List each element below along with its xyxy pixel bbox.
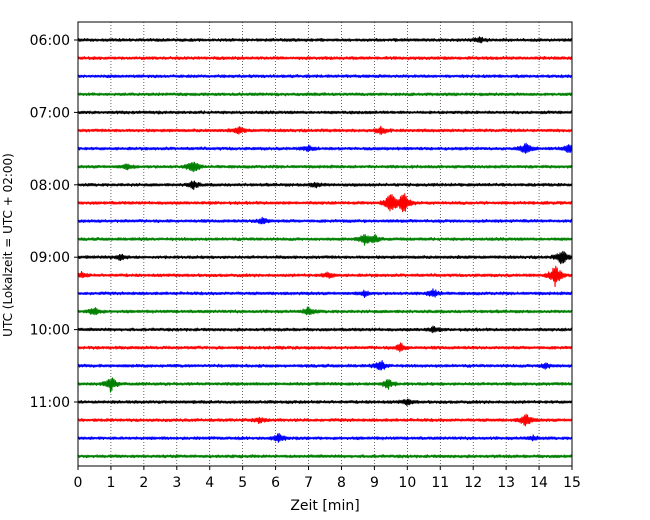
y-axis: 06:00 07:00 08:00 09:00 10:00 11:00 bbox=[30, 33, 78, 411]
x-tick-label: 14 bbox=[530, 475, 548, 491]
x-tick-label: 0 bbox=[74, 475, 83, 491]
trace-0700 bbox=[77, 110, 573, 115]
x-tick-label: 8 bbox=[337, 475, 346, 491]
trace-0830 bbox=[77, 216, 573, 225]
trace-1015 bbox=[77, 342, 573, 353]
y-tick-label: 06:00 bbox=[30, 33, 70, 49]
x-tick-label: 10 bbox=[398, 475, 416, 491]
x-tick-label: 4 bbox=[205, 475, 214, 491]
x-tick-label: 11 bbox=[431, 475, 449, 491]
x-axis-label: Zeit [min] bbox=[290, 498, 359, 514]
x-axis: 0 1 2 3 4 5 6 7 8 9 10 11 12 13 14 15 bbox=[74, 466, 581, 491]
y-tick-label: 08:00 bbox=[30, 178, 70, 194]
y-axis-label: UTC (Lokalzeit = UTC + 02:00) bbox=[1, 153, 15, 337]
y-tick-label: 11:00 bbox=[30, 395, 70, 411]
trace-0615 bbox=[77, 56, 573, 61]
trace-0630 bbox=[77, 74, 573, 79]
x-tick-label: 3 bbox=[172, 475, 181, 491]
x-tick-label: 12 bbox=[464, 475, 482, 491]
trace-0600 bbox=[77, 36, 573, 44]
y-tick-label: 10:00 bbox=[30, 323, 70, 339]
trace-0645 bbox=[77, 92, 573, 97]
plot-frame bbox=[77, 21, 573, 467]
trace-0745 bbox=[77, 161, 573, 173]
x-tick-label: 13 bbox=[497, 475, 515, 491]
x-tick-label: 9 bbox=[370, 475, 379, 491]
trace-1130 bbox=[77, 432, 573, 443]
trace-1030 bbox=[77, 360, 573, 371]
trace-0800 bbox=[77, 180, 573, 190]
x-tick-label: 7 bbox=[304, 475, 313, 491]
trace-0730 bbox=[77, 142, 573, 154]
trace-1145 bbox=[77, 454, 573, 459]
x-tick-label: 15 bbox=[563, 475, 581, 491]
trace-1045 bbox=[77, 377, 573, 393]
trace-0715 bbox=[77, 125, 573, 135]
y-tick-label: 07:00 bbox=[30, 105, 70, 121]
x-tick-label: 5 bbox=[238, 475, 247, 491]
trace-0945 bbox=[77, 306, 573, 316]
trace-0930 bbox=[77, 288, 573, 298]
x-tick-label: 2 bbox=[139, 475, 148, 491]
x-tick-label: 1 bbox=[106, 475, 115, 491]
grid-lines bbox=[110, 22, 540, 466]
trace-1000 bbox=[77, 325, 573, 334]
trace-1115 bbox=[77, 413, 573, 427]
trace-0815 bbox=[77, 193, 573, 213]
trace-1100 bbox=[77, 398, 573, 407]
trace-0845 bbox=[77, 233, 573, 246]
trace-0900 bbox=[77, 250, 573, 265]
y-tick-label: 09:00 bbox=[30, 250, 70, 266]
x-tick-label: 6 bbox=[271, 475, 280, 491]
trace-0915 bbox=[77, 265, 573, 288]
seismic-traces bbox=[77, 36, 573, 459]
